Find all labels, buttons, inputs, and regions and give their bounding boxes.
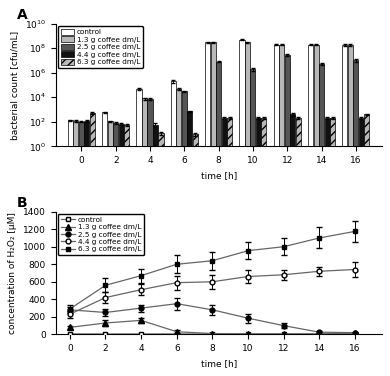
Bar	[285, 55, 290, 376]
Bar	[364, 114, 369, 376]
Bar	[256, 118, 261, 376]
Bar	[330, 118, 335, 376]
Bar	[348, 44, 353, 376]
Bar	[102, 112, 107, 376]
Bar	[308, 44, 313, 376]
Bar	[205, 42, 210, 376]
Bar	[113, 123, 118, 376]
Bar	[124, 125, 129, 376]
Text: B: B	[16, 196, 27, 211]
Bar	[147, 99, 152, 376]
Bar	[158, 133, 163, 376]
Bar	[187, 111, 192, 376]
Bar	[296, 118, 301, 376]
Bar	[274, 44, 279, 376]
Bar	[84, 121, 89, 376]
Bar	[290, 114, 295, 376]
Legend: control, 1.3 g coffee dm/L, 2.5 g coffee dm/L, 4.4 g coffee dm/L, 6.3 g coffee d: control, 1.3 g coffee dm/L, 2.5 g coffee…	[58, 26, 143, 68]
Bar	[359, 118, 364, 376]
Bar	[142, 99, 147, 376]
Bar	[119, 124, 124, 376]
Bar	[353, 61, 358, 376]
Bar	[250, 69, 255, 376]
X-axis label: time [h]: time [h]	[200, 359, 237, 368]
Bar	[79, 122, 84, 376]
Bar	[182, 91, 187, 376]
Legend: control, 1.3 g coffee dm/L, 2.5 g coffee dm/L, 4.4 g coffee dm/L, 6.3 g coffee d: control, 1.3 g coffee dm/L, 2.5 g coffee…	[58, 214, 144, 255]
Bar	[216, 62, 221, 376]
Bar	[68, 120, 73, 376]
Bar	[153, 124, 158, 376]
Bar	[261, 118, 266, 376]
Bar	[90, 113, 95, 376]
Bar	[279, 44, 284, 376]
Bar	[73, 121, 78, 376]
Bar	[342, 44, 347, 376]
Bar	[239, 39, 245, 376]
Bar	[136, 89, 142, 376]
Bar	[222, 118, 227, 376]
Bar	[171, 81, 176, 376]
Bar	[319, 64, 324, 376]
Bar	[227, 118, 232, 376]
Bar	[324, 118, 330, 376]
Y-axis label: bacterial count [cfu/mL]: bacterial count [cfu/mL]	[10, 30, 19, 139]
Bar	[193, 134, 198, 376]
Bar	[314, 44, 319, 376]
Y-axis label: concentration of H₂O₂ [μM]: concentration of H₂O₂ [μM]	[8, 212, 17, 334]
Bar	[211, 42, 216, 376]
Bar	[108, 121, 113, 376]
X-axis label: time [h]: time [h]	[200, 171, 237, 180]
Bar	[245, 42, 250, 376]
Bar	[176, 89, 181, 376]
Text: A: A	[16, 8, 27, 23]
